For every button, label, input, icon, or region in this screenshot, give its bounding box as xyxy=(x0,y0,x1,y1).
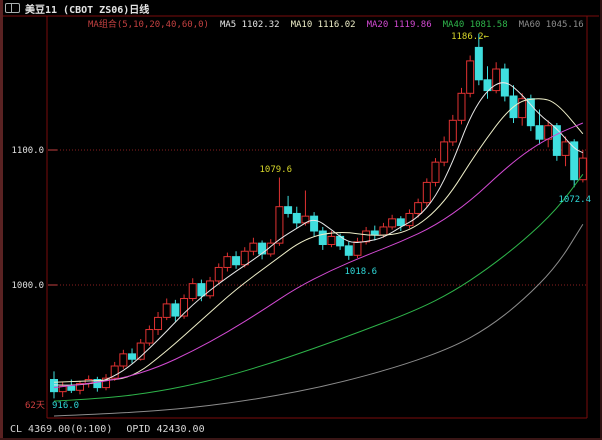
candle-body[interactable] xyxy=(379,226,388,236)
contract-title: 美豆11 (CBOT ZS06)日线 xyxy=(25,4,150,16)
ma-legend-item-ma10: MA10 1116.02 xyxy=(290,20,356,30)
candle-body[interactable] xyxy=(492,68,501,92)
ma-legend-item-ma20: MA20 1119.86 xyxy=(366,20,432,30)
candle-body[interactable] xyxy=(535,125,544,140)
candle-body[interactable] xyxy=(232,256,241,266)
candle-body[interactable] xyxy=(292,212,301,224)
annotation-4: 62天 xyxy=(25,401,45,411)
annotation-0: 1186.2← xyxy=(451,32,490,42)
candle-body[interactable] xyxy=(206,280,215,297)
ma-line-ma10 xyxy=(53,98,584,383)
annotation-3: 1072.4 xyxy=(558,195,591,205)
candle-body[interactable] xyxy=(483,79,492,92)
candle-body[interactable] xyxy=(67,385,76,391)
candle-body[interactable] xyxy=(414,202,423,214)
annotation-5: 916.0 xyxy=(52,401,79,411)
candle-body[interactable] xyxy=(249,242,258,252)
candle-body[interactable] xyxy=(162,303,171,318)
candle-body[interactable] xyxy=(266,242,275,255)
candle-body[interactable] xyxy=(76,383,85,391)
candle-body[interactable] xyxy=(388,218,397,228)
candle-body[interactable] xyxy=(570,141,579,181)
candle-body[interactable] xyxy=(102,377,111,389)
candle-body[interactable] xyxy=(136,342,145,360)
candle-body[interactable] xyxy=(344,245,353,256)
candle-body[interactable] xyxy=(93,379,102,389)
candle-body[interactable] xyxy=(518,98,527,119)
candle-body[interactable] xyxy=(171,303,180,317)
candle-body[interactable] xyxy=(240,250,249,266)
window-bottom-edge xyxy=(0,438,602,440)
candle-body[interactable] xyxy=(327,235,336,245)
candle-body[interactable] xyxy=(474,46,483,81)
candle-body[interactable] xyxy=(145,329,154,344)
candle-body[interactable] xyxy=(223,256,232,268)
candle-body[interactable] xyxy=(440,141,449,163)
candle-body[interactable] xyxy=(466,60,475,94)
ma-line-ma60 xyxy=(53,223,584,417)
candle-body[interactable] xyxy=(370,230,379,236)
candle-body[interactable] xyxy=(353,241,362,256)
candle-body[interactable] xyxy=(110,365,119,379)
candle-body[interactable] xyxy=(448,119,457,143)
candle-body[interactable] xyxy=(362,230,371,243)
candle-body[interactable] xyxy=(422,181,431,204)
y-axis-label-1100: 1100.0 xyxy=(11,146,44,156)
candle-body[interactable] xyxy=(431,161,440,183)
candle-body[interactable] xyxy=(214,266,223,282)
y-axis-label-1000: 1000.0 xyxy=(11,281,44,291)
annotation-1: 1079.6 xyxy=(259,165,292,175)
candle-body[interactable] xyxy=(310,215,319,232)
status-last-value: 4369.00(0:100) xyxy=(28,424,113,435)
candle-body[interactable] xyxy=(275,206,284,244)
candle-body[interactable] xyxy=(457,92,466,121)
candle-body[interactable] xyxy=(396,218,405,227)
candle-body[interactable] xyxy=(561,141,570,156)
status-oi-label: OPID xyxy=(126,424,151,435)
window-left-edge xyxy=(0,0,3,440)
ma-legend: MA组合(5,10,20,40,60,0) MA5 1102.32 MA10 11… xyxy=(88,19,584,31)
ma-line-ma5 xyxy=(53,82,584,386)
ma-combo-label: MA组合(5,10,20,40,60,0) xyxy=(88,20,209,30)
candle-body[interactable] xyxy=(128,353,137,360)
candle-body[interactable] xyxy=(180,298,189,317)
status-bar: CL 4369.00(0:100) OPID 42430.00 xyxy=(10,424,205,436)
candle-body[interactable] xyxy=(188,283,197,299)
candle-body[interactable] xyxy=(50,379,58,393)
ma-legend-item-ma5: MA5 1102.32 xyxy=(219,20,280,30)
status-oi-value: 42430.00 xyxy=(156,424,205,435)
candle-body[interactable] xyxy=(119,353,128,367)
status-open-interest: OPID 42430.00 xyxy=(126,424,204,436)
candle-body[interactable] xyxy=(552,125,561,156)
window-right-edge xyxy=(600,0,602,440)
annotation-2: 1018.6 xyxy=(344,267,377,277)
window-icon[interactable] xyxy=(5,3,20,13)
candle-body[interactable] xyxy=(526,98,535,127)
ma-legend-item-ma60: MA60 1045.16 xyxy=(518,20,584,30)
candle-body[interactable] xyxy=(318,230,327,245)
ma-legend-item-ma40: MA40 1081.58 xyxy=(442,20,508,30)
ma-line-ma20 xyxy=(53,122,584,389)
candle-body[interactable] xyxy=(284,206,293,214)
title-bar: 美豆11 (CBOT ZS06)日线 xyxy=(5,1,150,16)
candle-body[interactable] xyxy=(154,316,163,331)
status-last-price: CL 4369.00(0:100) xyxy=(10,424,112,436)
ma-line-ma40 xyxy=(53,174,584,402)
status-last-label: CL xyxy=(10,424,23,435)
candle-body[interactable] xyxy=(258,242,267,255)
candle-body[interactable] xyxy=(197,283,206,297)
candle-body[interactable] xyxy=(578,157,587,181)
